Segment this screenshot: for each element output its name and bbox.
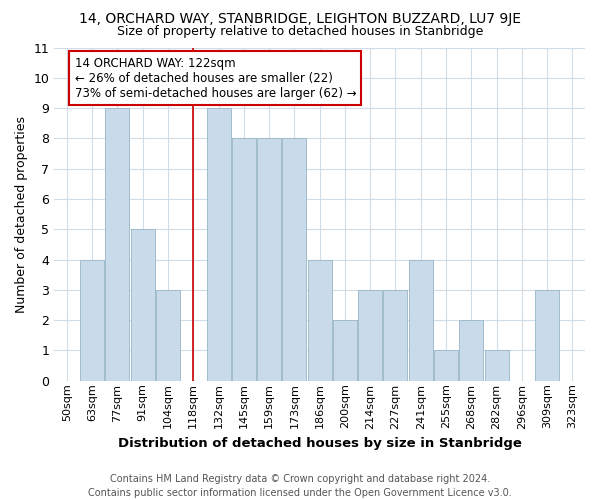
- Bar: [257, 138, 281, 381]
- Bar: [80, 260, 104, 381]
- Bar: [283, 138, 307, 381]
- Bar: [434, 350, 458, 381]
- X-axis label: Distribution of detached houses by size in Stanbridge: Distribution of detached houses by size …: [118, 437, 521, 450]
- Text: 14 ORCHARD WAY: 122sqm
← 26% of detached houses are smaller (22)
73% of semi-det: 14 ORCHARD WAY: 122sqm ← 26% of detached…: [74, 56, 356, 100]
- Bar: [409, 260, 433, 381]
- Bar: [358, 290, 382, 381]
- Bar: [535, 290, 559, 381]
- Bar: [232, 138, 256, 381]
- Bar: [156, 290, 180, 381]
- Bar: [308, 260, 332, 381]
- Bar: [383, 290, 407, 381]
- Bar: [106, 108, 130, 381]
- Text: Contains HM Land Registry data © Crown copyright and database right 2024.
Contai: Contains HM Land Registry data © Crown c…: [88, 474, 512, 498]
- Bar: [333, 320, 357, 381]
- Bar: [485, 350, 509, 381]
- Text: Size of property relative to detached houses in Stanbridge: Size of property relative to detached ho…: [117, 25, 483, 38]
- Bar: [459, 320, 483, 381]
- Bar: [131, 230, 155, 381]
- Text: 14, ORCHARD WAY, STANBRIDGE, LEIGHTON BUZZARD, LU7 9JE: 14, ORCHARD WAY, STANBRIDGE, LEIGHTON BU…: [79, 12, 521, 26]
- Bar: [206, 108, 230, 381]
- Y-axis label: Number of detached properties: Number of detached properties: [15, 116, 28, 312]
